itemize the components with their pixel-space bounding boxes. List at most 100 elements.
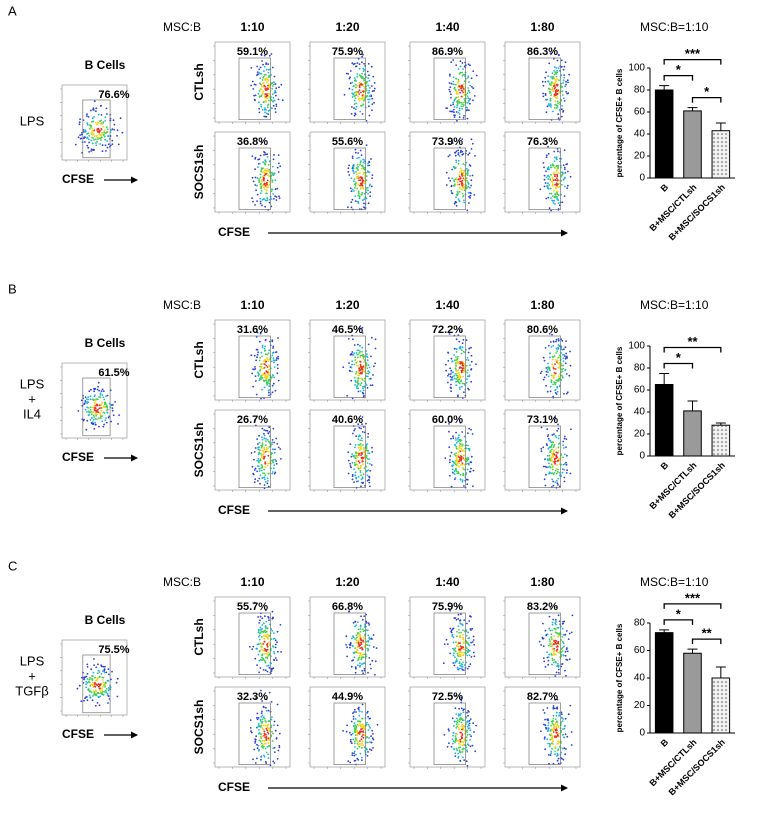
flow-event	[542, 709, 544, 711]
flow-event	[554, 85, 556, 87]
flow-event	[469, 471, 471, 473]
flow-event	[360, 726, 362, 728]
flow-event	[101, 673, 103, 675]
flow-event	[455, 463, 457, 465]
flow-event	[459, 388, 461, 390]
flow-event	[358, 93, 360, 95]
flow-event	[554, 481, 556, 483]
flow-event	[354, 112, 356, 114]
flow-event	[544, 77, 546, 79]
flow-event	[264, 79, 266, 81]
flow-event	[101, 114, 103, 116]
flow-event	[256, 713, 258, 715]
flow-event	[451, 83, 453, 85]
flow-event	[449, 628, 451, 630]
flow-event	[460, 613, 462, 615]
flow-event	[260, 104, 262, 106]
flow-event	[361, 759, 363, 761]
flow-event	[556, 360, 558, 362]
flow-event	[459, 665, 461, 667]
flow-event	[567, 171, 569, 173]
flow-event	[556, 361, 558, 363]
flow-event	[359, 345, 361, 347]
flow-event	[358, 715, 360, 717]
flow-event	[452, 435, 454, 437]
flow-event	[460, 348, 462, 350]
flow-event	[371, 337, 373, 339]
flow-event	[461, 431, 463, 433]
flow-event	[468, 100, 470, 102]
condition-label: +	[28, 668, 36, 683]
flow-event	[462, 719, 464, 721]
flow-event	[353, 711, 355, 713]
flow-event	[554, 203, 556, 205]
flow-event	[263, 101, 265, 103]
flow-event	[358, 657, 360, 659]
flow-event	[273, 377, 275, 379]
flow-event	[550, 636, 552, 638]
flow-event	[467, 668, 469, 670]
flow-event	[459, 719, 461, 721]
flow-event	[362, 628, 364, 630]
flow-event	[566, 93, 568, 95]
flow-event	[460, 105, 462, 107]
flow-event	[547, 369, 549, 371]
flow-event	[264, 448, 266, 450]
flow-event	[455, 437, 457, 439]
flow-event	[93, 658, 95, 660]
flow-event	[266, 746, 268, 748]
flow-event	[564, 355, 566, 357]
flow-event	[265, 707, 267, 709]
flow-event	[372, 374, 374, 376]
flow-event	[263, 622, 265, 624]
flow-event	[473, 636, 475, 638]
flow-event	[265, 438, 267, 440]
flow-event	[553, 341, 555, 343]
flow-event	[97, 702, 99, 704]
flow-event	[355, 152, 357, 154]
flow-event	[86, 113, 88, 115]
flow-event	[548, 168, 550, 170]
flow-event	[256, 66, 258, 68]
flow-event	[266, 381, 268, 383]
flow-event	[108, 674, 110, 676]
flow-event	[260, 627, 262, 629]
flow-event	[268, 93, 270, 95]
flow-event	[459, 620, 461, 622]
flow-event	[93, 390, 95, 392]
flow-event	[466, 382, 468, 384]
flow-event	[264, 345, 266, 347]
flow-event	[260, 106, 262, 108]
flow-event	[559, 472, 561, 474]
flow-event	[273, 359, 275, 361]
flow-event	[459, 739, 461, 741]
flow-event	[268, 364, 270, 366]
flow-event	[266, 379, 268, 381]
flow-event	[349, 370, 351, 372]
flow-event	[555, 373, 557, 375]
flow-event	[362, 94, 364, 96]
flow-event	[360, 366, 362, 368]
flow-event	[266, 665, 268, 667]
flow-event	[461, 151, 463, 153]
flow-event	[556, 177, 558, 179]
flow-event	[455, 167, 457, 169]
flow-event	[354, 455, 356, 457]
flow-event	[357, 464, 359, 466]
flow-event	[90, 150, 92, 152]
flow-event	[548, 645, 550, 647]
flow-event	[459, 447, 461, 449]
flow-event	[561, 171, 563, 173]
bcell-title: B Cells	[85, 613, 126, 627]
flow-event	[550, 390, 552, 392]
flow-event	[455, 641, 457, 643]
arrow-head	[561, 230, 568, 237]
flow-event	[571, 744, 573, 746]
flow-event	[450, 379, 452, 381]
flow-event	[352, 462, 354, 464]
flow-event	[360, 452, 362, 454]
flow-event	[557, 348, 559, 350]
flow-event	[563, 79, 565, 81]
flow-event	[455, 707, 457, 709]
flow-event	[555, 455, 557, 457]
